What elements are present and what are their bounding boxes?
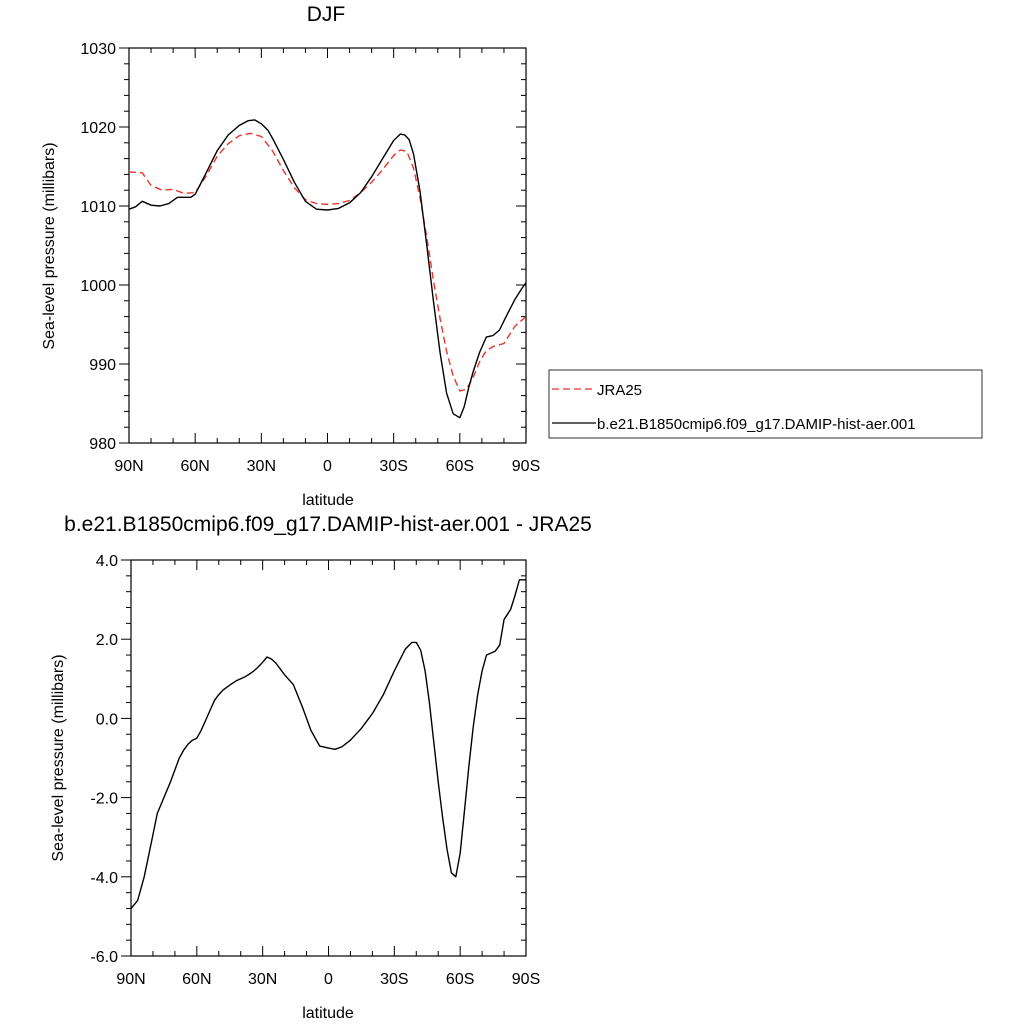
chart-top-title: DJF [307, 3, 346, 26]
chart-bottom-y-tick-label: 0.0 [96, 711, 118, 728]
chart-top-series-line-solid [128, 119, 527, 419]
chart-bottom-y-tick-labels: -6.0 -4.0 -2.0 0.0 2.0 4.0 [90, 553, 118, 966]
chart-top-plot-frame [128, 47, 527, 444]
chart-top-x-tick-label: 90N [114, 458, 143, 475]
chart-top-ticks [119, 47, 527, 444]
chart-bottom-x-tick-label: 30N [248, 971, 277, 988]
chart-top: DJF 980 990 1000 1010 1020 1030 90N 60N 30N 0 30S… [41, 3, 983, 509]
legend-box [548, 369, 983, 439]
chart-bottom-y-axis-label: Sea-level pressure (millibars) [50, 654, 67, 861]
chart-top-x-tick-label: 30N [247, 458, 276, 475]
chart-bottom-y-tick-label: -4.0 [90, 870, 118, 887]
chart-top-x-tick-label: 60S [446, 458, 474, 475]
chart-top-y-tick-label: 990 [89, 357, 116, 374]
chart-bottom-title: b.e21.B1850cmip6.f09_g17.DAMIP-hist-aer.… [64, 513, 592, 536]
chart-bottom-ticks [121, 559, 527, 957]
chart-bottom: b.e21.B1850cmip6.f09_g17.DAMIP-hist-aer.… [50, 513, 592, 1022]
chart-bottom-x-tick-label: 60N [182, 971, 211, 988]
chart-bottom-x-tick-label: 90N [116, 971, 145, 988]
chart-bottom-series-line-solid [130, 579, 526, 909]
chart-bottom-x-tick-label: 60S [446, 971, 474, 988]
legend-label-model: b.e21.B1850cmip6.f09_g17.DAMIP-hist-aer.… [597, 416, 916, 433]
chart-bottom-x-axis-label: latitude [302, 1005, 354, 1022]
chart-bottom-x-tick-label: 0 [324, 971, 333, 988]
chart-top-series-line-dashed [128, 132, 527, 392]
legend-label-jra25: JRA25 [597, 382, 642, 399]
chart-bottom-y-tick-label: 2.0 [96, 632, 118, 649]
chart-bottom-x-tick-label: 30S [380, 971, 408, 988]
chart-bottom-series [130, 579, 526, 909]
chart-top-x-tick-label: 60N [180, 458, 209, 475]
chart-top-y-tick-labels: 980 990 1000 1010 1020 1030 [80, 41, 116, 453]
chart-top-y-axis-label: Sea-level pressure (millibars) [41, 142, 58, 349]
legend: JRA25 b.e21.B1850cmip6.f09_g17.DAMIP-his… [548, 369, 983, 439]
chart-top-y-tick-label: 1030 [80, 41, 116, 58]
chart-bottom-y-tick-label: -6.0 [90, 949, 118, 966]
chart-top-x-tick-label: 30S [379, 458, 407, 475]
chart-top-y-tick-label: 1010 [80, 199, 116, 216]
chart-bottom-x-tick-labels: 90N 60N 30N 0 30S 60S 90S [116, 971, 540, 988]
chart-top-x-axis-label: latitude [302, 492, 354, 509]
chart-top-x-tick-label: 90S [512, 458, 540, 475]
chart-top-series [128, 119, 527, 419]
chart-top-y-tick-label: 980 [89, 436, 116, 453]
chart-bottom-plot-frame [130, 559, 527, 957]
chart-bottom-x-tick-label: 90S [512, 971, 540, 988]
chart-bottom-y-tick-label: -2.0 [90, 791, 118, 808]
chart-top-y-tick-label: 1020 [80, 120, 116, 137]
chart-bottom-y-tick-label: 4.0 [96, 553, 118, 570]
chart-top-x-tick-label: 0 [323, 458, 332, 475]
chart-top-x-tick-labels: 90N 60N 30N 0 30S 60S 90S [114, 458, 540, 475]
chart-top-y-tick-label: 1000 [80, 278, 116, 295]
